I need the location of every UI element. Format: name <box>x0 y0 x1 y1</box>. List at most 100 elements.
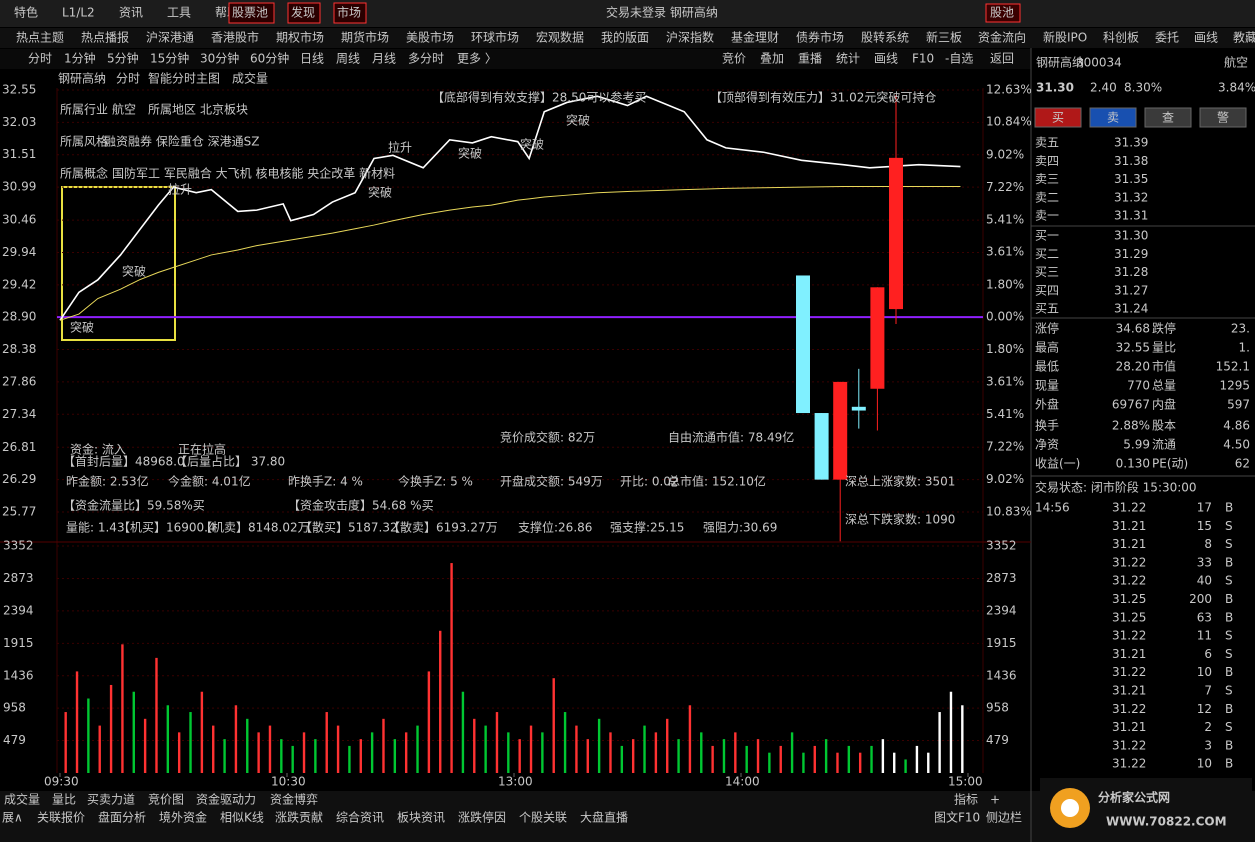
menu-item[interactable]: 资讯 <box>119 6 143 20</box>
tool-button[interactable]: 画线 <box>874 52 898 66</box>
indicator-tab[interactable]: 资金驱动力 <box>196 792 256 807</box>
stat-value: 32.55 <box>1116 341 1150 355</box>
nav-item[interactable]: 股转系统 <box>861 30 909 45</box>
indicator-tab[interactable]: 资金博弈 <box>270 792 318 807</box>
period-button[interactable]: 更多 〉 <box>457 52 497 66</box>
trade-button-label[interactable]: 警 <box>1217 110 1229 125</box>
period-button[interactable]: 多分时 <box>408 52 444 66</box>
x-tick-label: 10:30 <box>271 775 306 789</box>
period-button[interactable]: 15分钟 <box>150 51 189 66</box>
trade-button-label[interactable]: 买 <box>1052 111 1064 125</box>
tool-button[interactable]: 重播 <box>798 52 822 66</box>
period-button[interactable]: 周线 <box>336 52 360 66</box>
volume-tick-label: 479 <box>3 733 26 747</box>
menu-item[interactable]: 特色 <box>14 5 38 20</box>
volume-tick-label: 958 <box>3 701 26 715</box>
trade-button[interactable] <box>1199 107 1247 128</box>
trade-button-label[interactable]: 查 <box>1162 111 1174 125</box>
pool-button-label[interactable]: 股池 <box>990 6 1014 20</box>
footer-tab[interactable]: 个股关联 <box>519 811 567 825</box>
trade-button-label[interactable]: 卖 <box>1107 111 1119 125</box>
menu-item[interactable]: 发现 <box>291 5 315 20</box>
nav-item[interactable]: 新股IPO <box>1043 30 1087 45</box>
footer-tab[interactable]: 盘面分析 <box>98 810 146 825</box>
footer-tab[interactable]: 综合资讯 <box>336 810 384 825</box>
nav-item[interactable]: 环球市场 <box>471 30 519 45</box>
nav-item[interactable]: 宏观数据 <box>536 30 584 45</box>
trade-button[interactable] <box>1144 107 1192 128</box>
nav-item[interactable]: 我的版面 <box>601 30 649 45</box>
footer-tab[interactable]: 境外资金 <box>159 810 207 825</box>
menu-item[interactable]: 股票池 <box>232 6 268 20</box>
nav-item[interactable]: 沪深指数 <box>666 30 714 45</box>
nav-item[interactable]: 期权市场 <box>276 30 324 45</box>
nav-item[interactable]: 债券市场 <box>796 30 844 45</box>
footer-tab[interactable]: 展∧ <box>2 811 23 825</box>
nav-item[interactable]: 基金理财 <box>731 30 779 45</box>
nav-item[interactable]: 期货市场 <box>341 30 389 45</box>
annotation: 总市值: 152.10亿 <box>668 474 766 489</box>
menu-button[interactable] <box>333 2 367 24</box>
annotation: 所属行业 <box>60 103 108 117</box>
tool-button[interactable]: 竞价 <box>722 52 746 66</box>
chart-header: 钢研高纳 <box>58 71 106 86</box>
footer-tab[interactable]: 涨跌停因 <box>458 810 506 825</box>
footer-tab[interactable]: 图文F10 <box>934 810 980 825</box>
period-button[interactable]: 60分钟 <box>250 51 289 66</box>
indicator-tab[interactable]: + <box>990 793 1000 807</box>
nav-item[interactable]: 热点播报 <box>81 30 129 45</box>
period-button[interactable]: 分时 <box>28 52 52 66</box>
trade-volume: 7 <box>1204 684 1212 698</box>
trade-button[interactable] <box>1034 107 1082 128</box>
stat-label: 现量 <box>1035 379 1059 393</box>
indicator-tab[interactable]: 成交量 <box>4 792 40 807</box>
period-button[interactable]: 日线 <box>300 52 324 66</box>
indicator-tab[interactable]: 指标 <box>954 792 978 807</box>
nav-item[interactable]: 热点主题 <box>16 31 64 45</box>
nav-item[interactable]: 画线 <box>1194 31 1218 45</box>
period-button[interactable]: 5分钟 <box>107 51 139 66</box>
trade-price: 31.21 <box>1112 684 1146 698</box>
footer-tab[interactable]: 板块资讯 <box>397 811 445 825</box>
nav-item[interactable]: 沪深港通 <box>146 31 194 45</box>
trade-side: B <box>1225 610 1233 624</box>
indicator-tab[interactable]: 量比 <box>52 793 76 807</box>
trade-volume: 33 <box>1197 555 1212 569</box>
volume-bar <box>654 732 658 773</box>
tool-button[interactable]: 返回 <box>990 52 1014 66</box>
footer-tab[interactable]: 相似K线 <box>220 811 264 825</box>
nav-item[interactable]: 新三板 <box>926 30 962 45</box>
footer-tab[interactable]: 大盘直播 <box>580 810 628 825</box>
footer-tab[interactable]: 关联报价 <box>37 810 85 825</box>
period-button[interactable]: 30分钟 <box>200 51 239 66</box>
period-button[interactable]: 月线 <box>372 52 396 66</box>
menu-item[interactable]: 市场 <box>337 5 361 20</box>
volume-bar <box>688 705 692 773</box>
nav-item[interactable]: 科创板 <box>1103 31 1139 45</box>
footer-tab[interactable]: 涨跌贡献 <box>275 810 323 825</box>
nav-item[interactable]: 香港股市 <box>211 30 259 45</box>
nav-item[interactable]: 委托 <box>1155 31 1179 45</box>
menu-button[interactable] <box>287 2 321 24</box>
trade-price: 31.22 <box>1112 757 1146 771</box>
indicator-tab[interactable]: 竞价图 <box>148 793 184 807</box>
book-label: 卖三 <box>1035 172 1059 186</box>
tool-button[interactable]: 叠加 <box>760 52 784 66</box>
nav-item[interactable]: 资金流向 <box>978 30 1026 45</box>
tool-button[interactable]: -自选 <box>945 52 973 66</box>
pool-button[interactable] <box>985 3 1021 23</box>
volume-bar <box>132 691 135 773</box>
tool-button[interactable]: F10 <box>912 52 934 66</box>
period-button[interactable]: 1分钟 <box>64 51 96 66</box>
volume-bar <box>268 725 272 773</box>
footer-tab[interactable]: 侧边栏 <box>986 810 1022 825</box>
menu-button[interactable] <box>228 2 275 24</box>
nav-item[interactable]: 教藏 <box>1233 30 1255 45</box>
nav-item[interactable]: 美股市场 <box>406 30 454 45</box>
tool-button[interactable]: 统计 <box>836 52 860 66</box>
menu-item[interactable]: L1/L2 <box>62 6 95 20</box>
trade-button[interactable] <box>1089 107 1137 128</box>
indicator-tab[interactable]: 买卖力道 <box>87 793 135 807</box>
menu-item[interactable]: 工具 <box>167 6 191 20</box>
volume-tick-label: 3352 <box>3 539 34 553</box>
